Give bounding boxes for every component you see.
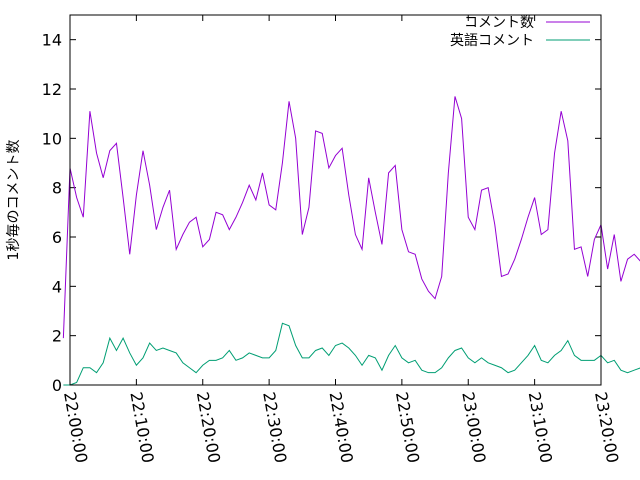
y-tick-label: 12 bbox=[42, 80, 62, 99]
x-tick-label: 23:10:00 bbox=[525, 390, 556, 464]
legend-label-1: コメント数 bbox=[464, 15, 534, 31]
x-tick-label: 22:40:00 bbox=[326, 390, 357, 464]
y-tick-label: 8 bbox=[52, 179, 62, 198]
series-line-2 bbox=[63, 322, 640, 386]
y-tick-label: 6 bbox=[52, 228, 62, 247]
x-tick-label: 23:20:00 bbox=[591, 390, 622, 464]
ticks-layer: 0 2 4 6 8 10 12 14 22:00:00 22:10:00 22:20:00 22:30… bbox=[42, 15, 622, 464]
x-tick-label: 22:10:00 bbox=[126, 390, 157, 464]
y-tick-label: 4 bbox=[52, 277, 62, 296]
legend-label-2: 英語コメント bbox=[450, 32, 534, 49]
series-line-1 bbox=[62, 96, 640, 339]
x-tick-label: 22:00:00 bbox=[60, 390, 91, 464]
y-tick-label: 10 bbox=[42, 129, 62, 148]
x-tick-label: 22:20:00 bbox=[193, 390, 224, 464]
x-tick-label: 23:00:00 bbox=[458, 390, 489, 464]
plot-frame bbox=[69, 14, 602, 386]
series-layer bbox=[62, 96, 640, 386]
x-tick-label: 22:30:00 bbox=[259, 390, 290, 464]
y-axis-label: 1秒毎のコメント数 bbox=[6, 140, 22, 261]
y-tick-label: 2 bbox=[52, 327, 62, 346]
x-tick-label: 22:50:00 bbox=[392, 390, 423, 464]
y-tick-label: 14 bbox=[42, 31, 62, 50]
y-tick-label: 0 bbox=[52, 376, 62, 395]
